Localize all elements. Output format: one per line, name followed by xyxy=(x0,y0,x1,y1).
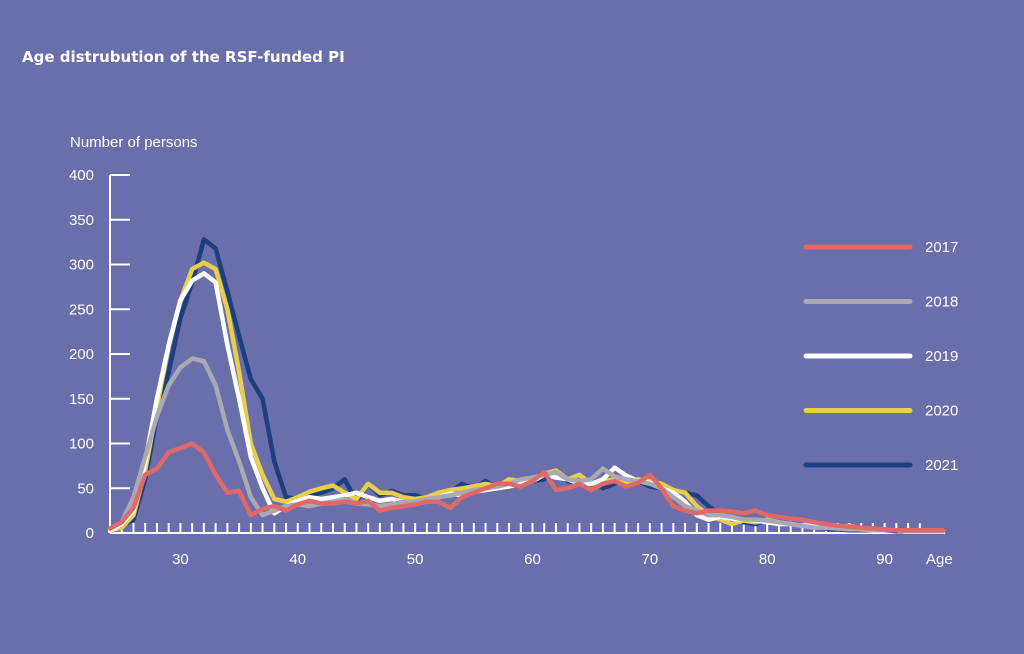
y-tick-label: 400 xyxy=(69,167,94,184)
legend-label-2020: 2020 xyxy=(925,403,958,420)
x-tick-label: 40 xyxy=(289,551,306,568)
series-line-2017 xyxy=(107,441,946,533)
y-tick-label: 300 xyxy=(69,257,94,274)
x-tick-label: 50 xyxy=(407,551,424,568)
y-tick-label: 250 xyxy=(69,301,94,318)
legend-label-2021: 2021 xyxy=(925,457,958,474)
legend: 2017 2018 2019 2020 2021 xyxy=(803,239,958,474)
x-tick-label: 90 xyxy=(876,551,893,568)
plot-lines xyxy=(107,237,946,534)
y-tick-label: 200 xyxy=(69,346,94,363)
legend-label-2017: 2017 xyxy=(925,239,958,256)
y-tick-label: 50 xyxy=(77,480,94,497)
x-tick-label: 70 xyxy=(642,551,659,568)
x-tick-label: 60 xyxy=(524,551,541,568)
y-axis-label: Number of persons xyxy=(70,134,198,151)
legend-label-2019: 2019 xyxy=(925,348,958,365)
x-axis-label: Age xyxy=(926,551,953,568)
legend-label-2018: 2018 xyxy=(925,294,958,311)
x-tick-label: 30 xyxy=(172,551,189,568)
chart-title: Age distrubution of the RSF-funded PI xyxy=(22,48,345,66)
x-tick-label: 80 xyxy=(759,551,776,568)
y-tick-label: 100 xyxy=(69,436,94,453)
axes: 0 50 100 150 200 250 300 350 400 30 40 50 60 70 80 90 xyxy=(69,167,945,568)
y-tick-label: 350 xyxy=(69,212,94,229)
y-tick-label: 0 xyxy=(86,525,94,542)
y-tick-label: 150 xyxy=(69,391,94,408)
series-line-2018 xyxy=(107,356,946,534)
